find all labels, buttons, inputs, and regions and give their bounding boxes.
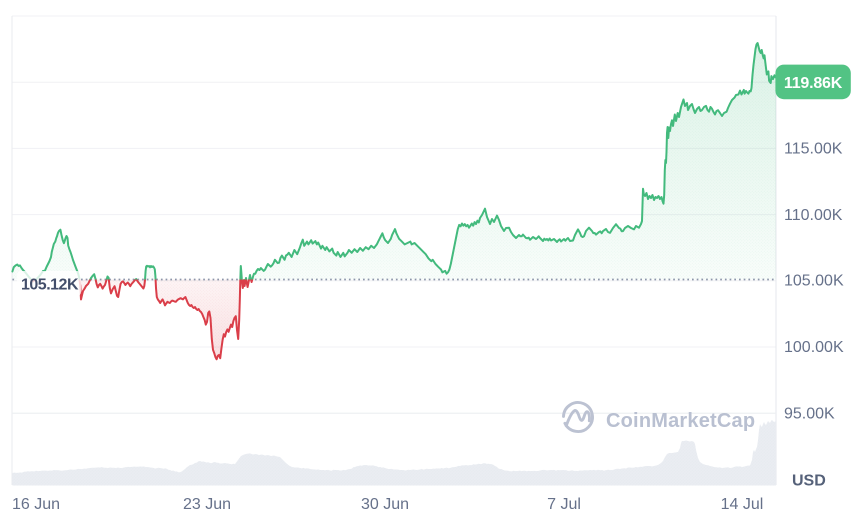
svg-text:105.00K: 105.00K bbox=[784, 273, 844, 290]
svg-text:7 Jul: 7 Jul bbox=[547, 496, 581, 513]
svg-text:23 Jun: 23 Jun bbox=[183, 496, 231, 513]
svg-text:119.86K: 119.86K bbox=[784, 75, 843, 92]
svg-text:105.12K: 105.12K bbox=[21, 277, 79, 294]
svg-text:30 Jun: 30 Jun bbox=[361, 496, 409, 513]
svg-text:95.00K: 95.00K bbox=[784, 405, 835, 422]
svg-text:100.00K: 100.00K bbox=[784, 339, 844, 356]
svg-text:16 Jun: 16 Jun bbox=[12, 496, 60, 513]
svg-text:110.00K: 110.00K bbox=[784, 207, 843, 224]
svg-text:USD: USD bbox=[792, 473, 826, 490]
svg-text:14 Jul: 14 Jul bbox=[721, 496, 764, 513]
svg-text:115.00K: 115.00K bbox=[784, 141, 843, 158]
svg-text:CoinMarketCap: CoinMarketCap bbox=[606, 410, 755, 432]
